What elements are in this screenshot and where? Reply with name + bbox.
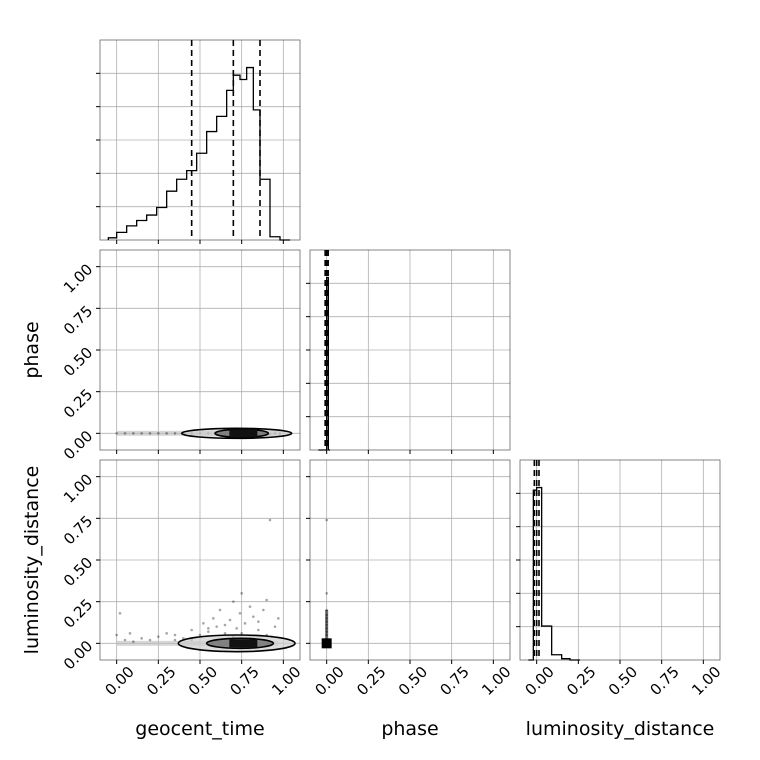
- sample-point: [157, 635, 160, 638]
- sample-point: [232, 600, 235, 603]
- sample-point: [248, 605, 252, 608]
- density-column: [325, 610, 329, 642]
- contour-line: [177, 634, 296, 653]
- x-tick-label: 0.50: [605, 663, 641, 699]
- x-tick-label: 0.00: [312, 663, 348, 699]
- sample-point: [325, 592, 328, 595]
- sample-point: [173, 638, 177, 642]
- sample-point: [223, 623, 227, 627]
- sample-point: [118, 612, 122, 615]
- x-tick-label: 0.25: [353, 663, 389, 699]
- sample-point: [140, 637, 143, 640]
- sample-point: [202, 622, 205, 625]
- sample-point: [123, 432, 127, 435]
- sample-point: [240, 592, 243, 595]
- sample-point: [252, 615, 255, 618]
- panel-frame: [99, 459, 301, 661]
- sample-point: [148, 432, 152, 435]
- x-tick-label: 0.75: [437, 663, 473, 699]
- sample-point: [257, 620, 260, 623]
- y-tick-label: 0.50: [60, 554, 96, 590]
- sample-point: [140, 432, 143, 435]
- panel-frame: [99, 39, 301, 241]
- y-tick-label: 0.00: [60, 427, 96, 463]
- x-tick-label: 0.50: [395, 663, 431, 699]
- sample-point: [207, 627, 210, 630]
- hist-panel-luminosity_distance: [516, 459, 721, 664]
- sample-point: [238, 612, 242, 615]
- sample-point: [165, 632, 168, 635]
- sample-point: [148, 638, 152, 642]
- density-peak: [321, 638, 332, 649]
- sample-point: [235, 627, 238, 630]
- sample-point: [243, 622, 247, 625]
- x-tick-label: 0.75: [647, 663, 683, 699]
- x-tick-label: 0.50: [185, 663, 221, 699]
- sample-point: [165, 432, 168, 435]
- pair-panel-geocent_time-luminosity_distance: [96, 459, 301, 664]
- sample-point: [265, 598, 268, 602]
- sample-point: [157, 432, 160, 435]
- panel-frame: [519, 459, 721, 661]
- x-tick-label: 0.25: [143, 663, 179, 699]
- y-tick-label: 1.00: [60, 260, 96, 296]
- panel-frame: [99, 249, 301, 451]
- sample-point: [212, 617, 215, 620]
- sample-point: [273, 625, 277, 628]
- sample-point: [207, 630, 210, 633]
- contour-line: [180, 427, 293, 440]
- density-peak: [229, 639, 258, 648]
- y-tick-label: 0.25: [60, 595, 96, 631]
- y-axis-label-luminosity_distance: luminosity_distance: [21, 466, 43, 655]
- sample-point: [173, 633, 177, 637]
- x-tick-label: 1.00: [268, 663, 304, 699]
- panel-frame: [309, 249, 511, 451]
- sample-point: [190, 628, 193, 632]
- x-tick-label: 0.00: [102, 663, 138, 699]
- sample-point: [257, 628, 260, 632]
- x-tick-label: 0.00: [522, 663, 558, 699]
- sample-point: [173, 432, 177, 435]
- pair-panel-phase-luminosity_distance: [306, 459, 511, 664]
- sample-point: [128, 632, 132, 635]
- sample-point: [228, 618, 232, 622]
- sample-point: [268, 518, 272, 522]
- y-axis-label-phase: phase: [21, 321, 43, 378]
- hist-panel-phase: [306, 249, 511, 454]
- sample-point: [223, 632, 227, 635]
- x-axis-label-geocent_time: geocent_time: [135, 718, 264, 740]
- sample-point: [218, 608, 222, 612]
- sample-point: [198, 633, 202, 637]
- x-tick-label: 1.00: [478, 663, 514, 699]
- y-tick-label: 0.00: [60, 637, 96, 673]
- sample-point: [115, 432, 118, 435]
- y-tick-label: 0.25: [60, 385, 96, 421]
- x-tick-label: 0.75: [227, 663, 263, 699]
- contour-line: [205, 637, 275, 650]
- y-tick-label: 0.75: [60, 512, 96, 548]
- sample-point: [277, 617, 280, 620]
- sample-point: [240, 632, 243, 635]
- x-axis-label-phase: phase: [381, 718, 438, 740]
- sample-point: [123, 638, 127, 642]
- pair-panel-geocent_time-phase: [96, 249, 301, 454]
- sample-point: [262, 608, 265, 612]
- sample-point: [325, 518, 328, 522]
- histogram-geocent_time: [107, 66, 290, 241]
- sample-point: [132, 640, 135, 643]
- y-tick-label: 0.75: [60, 302, 96, 338]
- y-tick-label: 1.00: [60, 470, 96, 506]
- hist-panel-geocent_time: [96, 39, 301, 244]
- sample-point: [115, 633, 118, 637]
- sample-point: [215, 625, 218, 628]
- y-tick-label: 0.50: [60, 344, 96, 380]
- x-tick-label: 0.25: [563, 663, 599, 699]
- x-tick-label: 1.00: [688, 663, 724, 699]
- density-peak: [229, 429, 258, 438]
- panel-frame: [309, 459, 511, 661]
- x-axis-label-luminosity_distance: luminosity_distance: [526, 718, 715, 740]
- sample-point: [132, 432, 135, 435]
